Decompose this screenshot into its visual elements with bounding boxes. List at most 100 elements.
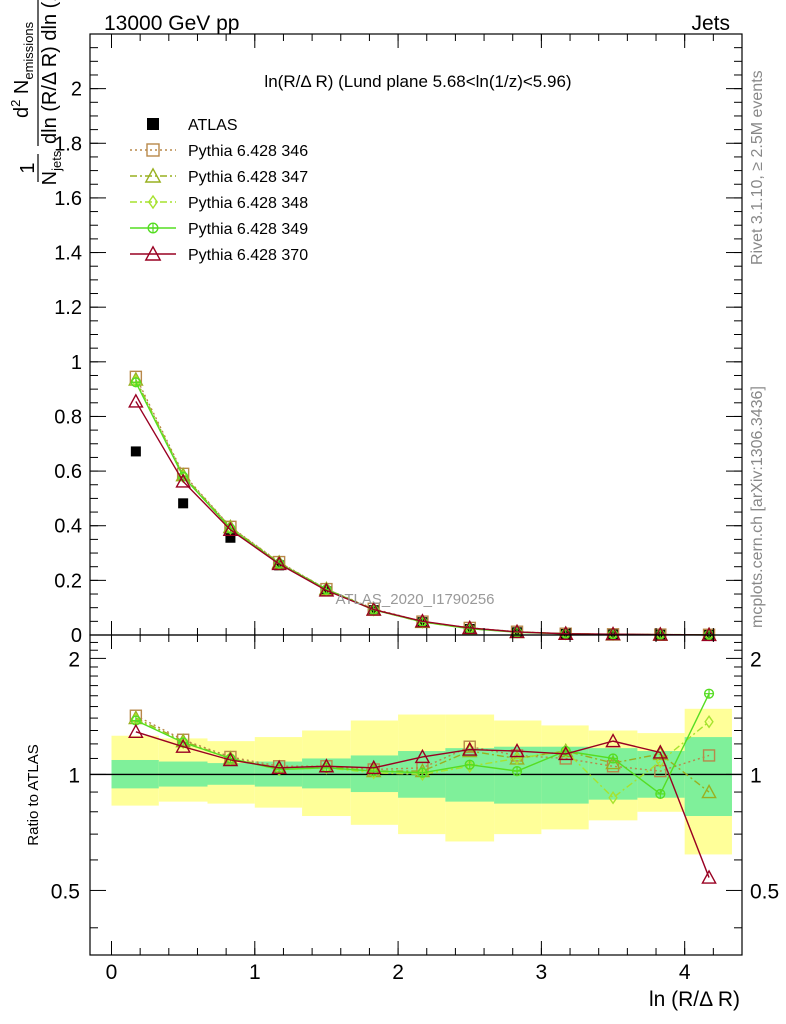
legend-marker-3 — [147, 194, 159, 210]
ratio-data-point-2-2 — [225, 751, 236, 766]
main-y-tick-label: 1.6 — [54, 188, 82, 210]
main-y-tick-label: 0 — [71, 625, 82, 647]
ratio-data-point-3-10 — [607, 753, 619, 764]
ratio-plot-marks — [128, 688, 717, 884]
ratio-data-point-4-3 — [271, 759, 287, 775]
ratio-data-point-3-12 — [703, 688, 715, 699]
ratio-data-point-1-11 — [652, 745, 669, 761]
legend-marker-0 — [147, 118, 159, 130]
main-series-line-5 — [135, 401, 710, 636]
ratio-data-point-4-10 — [605, 733, 621, 748]
x-tick-label: 3 — [536, 961, 548, 984]
ratio-y-tick-label-right: 1 — [750, 764, 762, 787]
rivet-label: Rivet 3.1.10, ≥ 2.5M events — [749, 70, 766, 265]
legend-label-3: Pythia 6.428 348 — [188, 195, 308, 212]
ratio-y-tick-label-right: 2 — [750, 648, 762, 671]
main-data-point-5-9 — [557, 625, 574, 640]
main-y-tick-label: 0.2 — [54, 570, 82, 592]
y-label-denominator-2: dln (R/Δ R) dln (1/z) — [39, 0, 61, 144]
main-data-point-5-4 — [318, 582, 335, 597]
stat-unc-band-12 — [684, 737, 732, 817]
x-tick-label: 1 — [249, 961, 261, 984]
main-data-point-5-1 — [175, 473, 191, 488]
x-tick-label: 0 — [106, 961, 118, 984]
ratio-data-point-2-12 — [704, 715, 714, 729]
ratio-data-point-4-6 — [414, 748, 431, 764]
ratio-data-point-4-12 — [701, 869, 717, 884]
legend-label-2: Pythia 6.428 347 — [188, 169, 308, 186]
ratio-y-axis-label: Ratio to ATLAS — [25, 744, 42, 845]
ratio-data-point-4-9 — [557, 745, 574, 761]
ratio-data-point-4-8 — [509, 742, 525, 758]
main-data-point-5-7 — [461, 619, 478, 635]
ratio-series-line-4 — [135, 731, 710, 878]
ratio-data-point-0-12 — [702, 749, 716, 762]
watermark-label: ATLAS_2020_I1790256 — [335, 591, 494, 608]
legend-marker-5 — [144, 245, 162, 261]
main-data-point-4-0 — [130, 377, 141, 388]
ratio-data-point-2-10 — [608, 791, 618, 805]
ratio-data-point-4-0 — [128, 723, 144, 738]
ratio-data-point-4-2 — [222, 751, 239, 767]
legend: ATLAS Pythia 6.428 346 Pythia 6.428 347 Pyt… — [130, 117, 308, 264]
y-label-numerator: 1 — [17, 162, 39, 173]
legend-label-1: Pythia 6.428 346 — [188, 143, 308, 160]
main-data-point-5-2 — [222, 521, 239, 537]
main-plot-title: ln(R/Δ R) (Lund plane 5.68<ln(1/z)<5.96) — [264, 72, 571, 91]
ratio-data-point-3-8 — [511, 766, 523, 777]
main-data-point-0-2 — [225, 532, 236, 543]
main-data-point-5-5 — [365, 601, 382, 616]
main-y-tick-label: 1.4 — [54, 243, 82, 265]
main-data-point-5-8 — [509, 623, 525, 639]
ratio-y-tick-label: 2 — [68, 648, 80, 671]
ratio-data-point-4-11 — [652, 744, 669, 759]
ratio-data-point-4-1 — [175, 738, 191, 753]
ratio-y-tick-label: 1 — [68, 764, 80, 787]
ratio-plot-frame: 0.5 0.5 1 1 2 2 0 1 2 3 4 — [51, 634, 779, 984]
ratio-data-point-0-11 — [654, 764, 667, 778]
header-right-label: Jets — [691, 12, 730, 35]
main-y-tick-label: 0.8 — [54, 406, 82, 428]
main-plot-marks — [128, 370, 717, 642]
ratio-y-tick-label: 0.5 — [51, 880, 80, 903]
x-tick-label: 4 — [679, 961, 691, 984]
x-axis-label: ln (R/Δ R) — [649, 988, 740, 1011]
legend-marker-1 — [146, 143, 160, 157]
ratio-data-point-2-9 — [561, 744, 571, 758]
main-y-tick-label: 0.4 — [54, 516, 82, 538]
ratio-data-point-1-10 — [605, 755, 621, 770]
ratio-data-point-3-6 — [417, 767, 428, 778]
legend-marker-2 — [144, 167, 162, 183]
header-left-label: 13000 GeV pp — [104, 12, 239, 35]
main-data-point-5-11 — [652, 626, 669, 641]
y-label-denominator-1: Njets — [39, 150, 64, 185]
main-data-point-5-10 — [605, 626, 621, 641]
main-y-tick-label: 1.8 — [54, 133, 82, 155]
main-plot-frame: 0 0.2 0.4 0.6 0.8 1 1.2 1.4 1.6 1.8 2 — [54, 33, 743, 647]
ratio-data-point-4-5 — [365, 759, 382, 775]
main-y-axis-label: 1 Njets d2 Nemissions dln (R/Δ R) dln (1… — [8, 0, 64, 185]
main-data-point-0-1 — [178, 498, 189, 509]
main-y-tick-label: 1.2 — [54, 297, 82, 319]
main-y-tick-label: 0.6 — [54, 461, 82, 483]
main-y-tick-label: 1 — [71, 352, 82, 374]
main-data-point-5-12 — [701, 626, 717, 642]
ratio-data-point-1-12 — [701, 783, 717, 799]
legend-label-4: Pythia 6.428 349 — [188, 221, 308, 238]
main-data-point-5-3 — [271, 555, 287, 571]
main-data-point-5-0 — [128, 393, 144, 408]
legend-label-0: ATLAS — [188, 117, 238, 134]
ratio-data-point-4-4 — [318, 758, 335, 773]
ratio-data-point-3-11 — [655, 788, 666, 800]
ratio-frame-box — [89, 634, 743, 956]
x-tick-label: 2 — [392, 961, 404, 984]
ratio-data-point-4-7 — [461, 741, 478, 756]
ratio-data-point-3-7 — [464, 759, 475, 770]
main-data-point-5-6 — [414, 613, 431, 628]
legend-marker-4 — [147, 222, 159, 234]
ratio-data-point-0-7 — [463, 740, 476, 753]
y-label-numerator-2: d2 Nemissions — [8, 21, 36, 118]
main-data-point-0-0 — [130, 446, 141, 457]
ratio-data-point-3-0 — [130, 715, 141, 726]
